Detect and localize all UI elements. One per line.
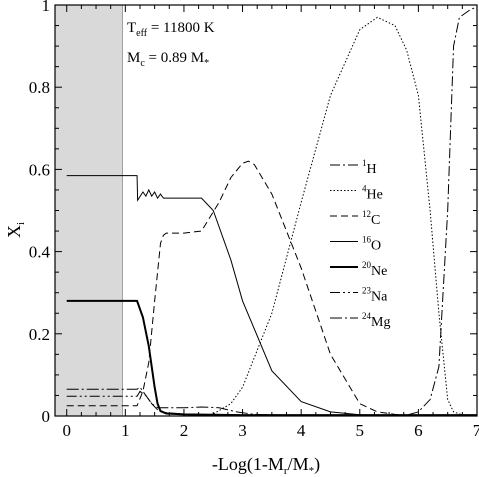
legend-label-23Na: 23Na [362, 286, 388, 305]
legend-label-12C: 12C [362, 209, 380, 228]
legend-label-24Mg: 24Mg [362, 311, 390, 330]
legend-label-20Ne: 20Ne [362, 260, 387, 279]
legend-label-4He: 4He [362, 184, 383, 203]
x-tick-label: 7 [473, 421, 479, 440]
mc-annotation: Mc = 0.89 M* [127, 50, 209, 69]
series-12C [66, 160, 477, 416]
series-16O [66, 175, 477, 416]
series-layer [66, 5, 477, 416]
series-23Na [66, 390, 477, 416]
x-tick-label: 4 [297, 421, 306, 440]
y-tick-label: 0.6 [29, 160, 50, 179]
shaded-region [55, 5, 123, 416]
svg-text:Xi: Xi [4, 222, 27, 238]
y-tick-label: 0.8 [29, 78, 50, 97]
x-tick-label: 2 [180, 421, 189, 440]
y-axis-label: Xi [4, 222, 27, 238]
x-axis-label: -Log(1-Mr/M*) [212, 454, 320, 477]
y-tick-label: 1 [42, 0, 51, 15]
legend-label-1H: 1H [362, 158, 377, 177]
teff-annotation: Teff = 11800 K [127, 20, 215, 39]
y-tick-label: 0 [42, 407, 51, 426]
x-tick-label: 3 [238, 421, 247, 440]
series-20Ne [66, 299, 477, 416]
x-tick-label: 5 [356, 421, 365, 440]
series-24Mg [66, 386, 477, 416]
ticks-layer: 0 1 2 3 4 5 6 7 0 0.2 0.4 0.6 0.8 1 [29, 0, 479, 440]
x-tick-label: 0 [62, 421, 71, 440]
y-tick-label: 0.4 [29, 243, 51, 262]
x-tick-label: 1 [121, 421, 130, 440]
legend-label-16O: 16O [362, 235, 381, 254]
legend: 1H 4He 12C 16O 20Ne 23Na 24Mg [330, 158, 390, 330]
y-tick-label: 0.2 [29, 325, 50, 344]
series-4He [66, 16, 477, 416]
x-tick-label: 6 [414, 421, 423, 440]
series-1H [66, 6, 477, 416]
